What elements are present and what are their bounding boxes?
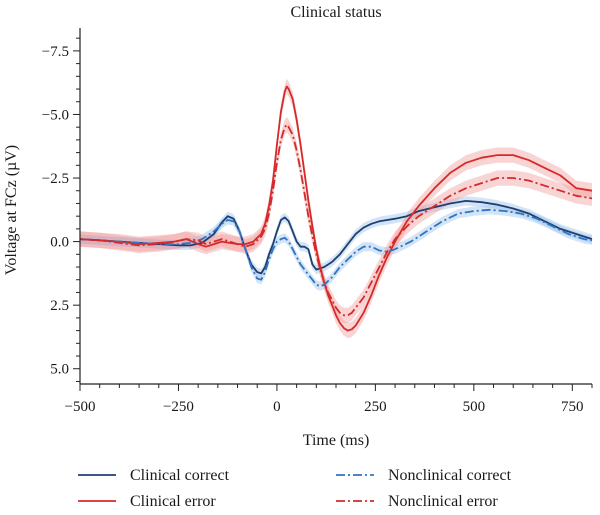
x-tick-label: −250 [163, 399, 194, 415]
nonclinical-error-band [80, 117, 592, 323]
y-tick-label: −2.5 [42, 171, 69, 187]
legend-label: Clinical error [130, 493, 216, 510]
legend-item-nonclinical-error: Nonclinical error [336, 493, 498, 510]
legend-label: Clinical correct [130, 467, 230, 484]
legend-item-clinical-correct: Clinical correct [78, 467, 230, 484]
clinical-correct-band [80, 196, 592, 278]
legend-label: Nonclinical error [388, 493, 498, 510]
chart-title: Clinical status [290, 4, 381, 21]
y-tick-label: 2.5 [50, 298, 69, 314]
error-bands [80, 78, 592, 339]
series-lines [79, 85, 593, 332]
y-tick-label: −7.5 [42, 44, 69, 60]
x-tick-label: 250 [364, 399, 387, 415]
x-tick-label: 0 [273, 399, 281, 415]
clinical-error-line [79, 85, 593, 332]
nonclinical-correct-band [80, 205, 592, 291]
nonclinical-error-line [79, 123, 593, 317]
y-tick-label: 5.0 [50, 362, 69, 378]
legend: Clinical correct Clinical error Nonclinica… [78, 467, 512, 510]
x-tick-label: −500 [65, 399, 96, 415]
x-axis-title: Time (ms) [303, 432, 370, 449]
y-axis-title: Voltage at FCz (µV) [3, 145, 20, 275]
legend-item-nonclinical-correct: Nonclinical correct [336, 467, 512, 484]
legend-label: Nonclinical correct [388, 467, 512, 484]
y-tick-label: 0.0 [50, 235, 69, 251]
x-tick-label: 500 [463, 399, 486, 415]
clinical-correct-line [79, 199, 593, 275]
legend-item-clinical-error: Clinical error [78, 493, 216, 510]
axes: −7.5 −5.0 −2.5 0.0 2.5 5.0 −500 −250 0 250 500 750 [42, 28, 593, 415]
y-tick-label: −5.0 [42, 107, 69, 123]
x-tick-label: 750 [561, 399, 584, 415]
